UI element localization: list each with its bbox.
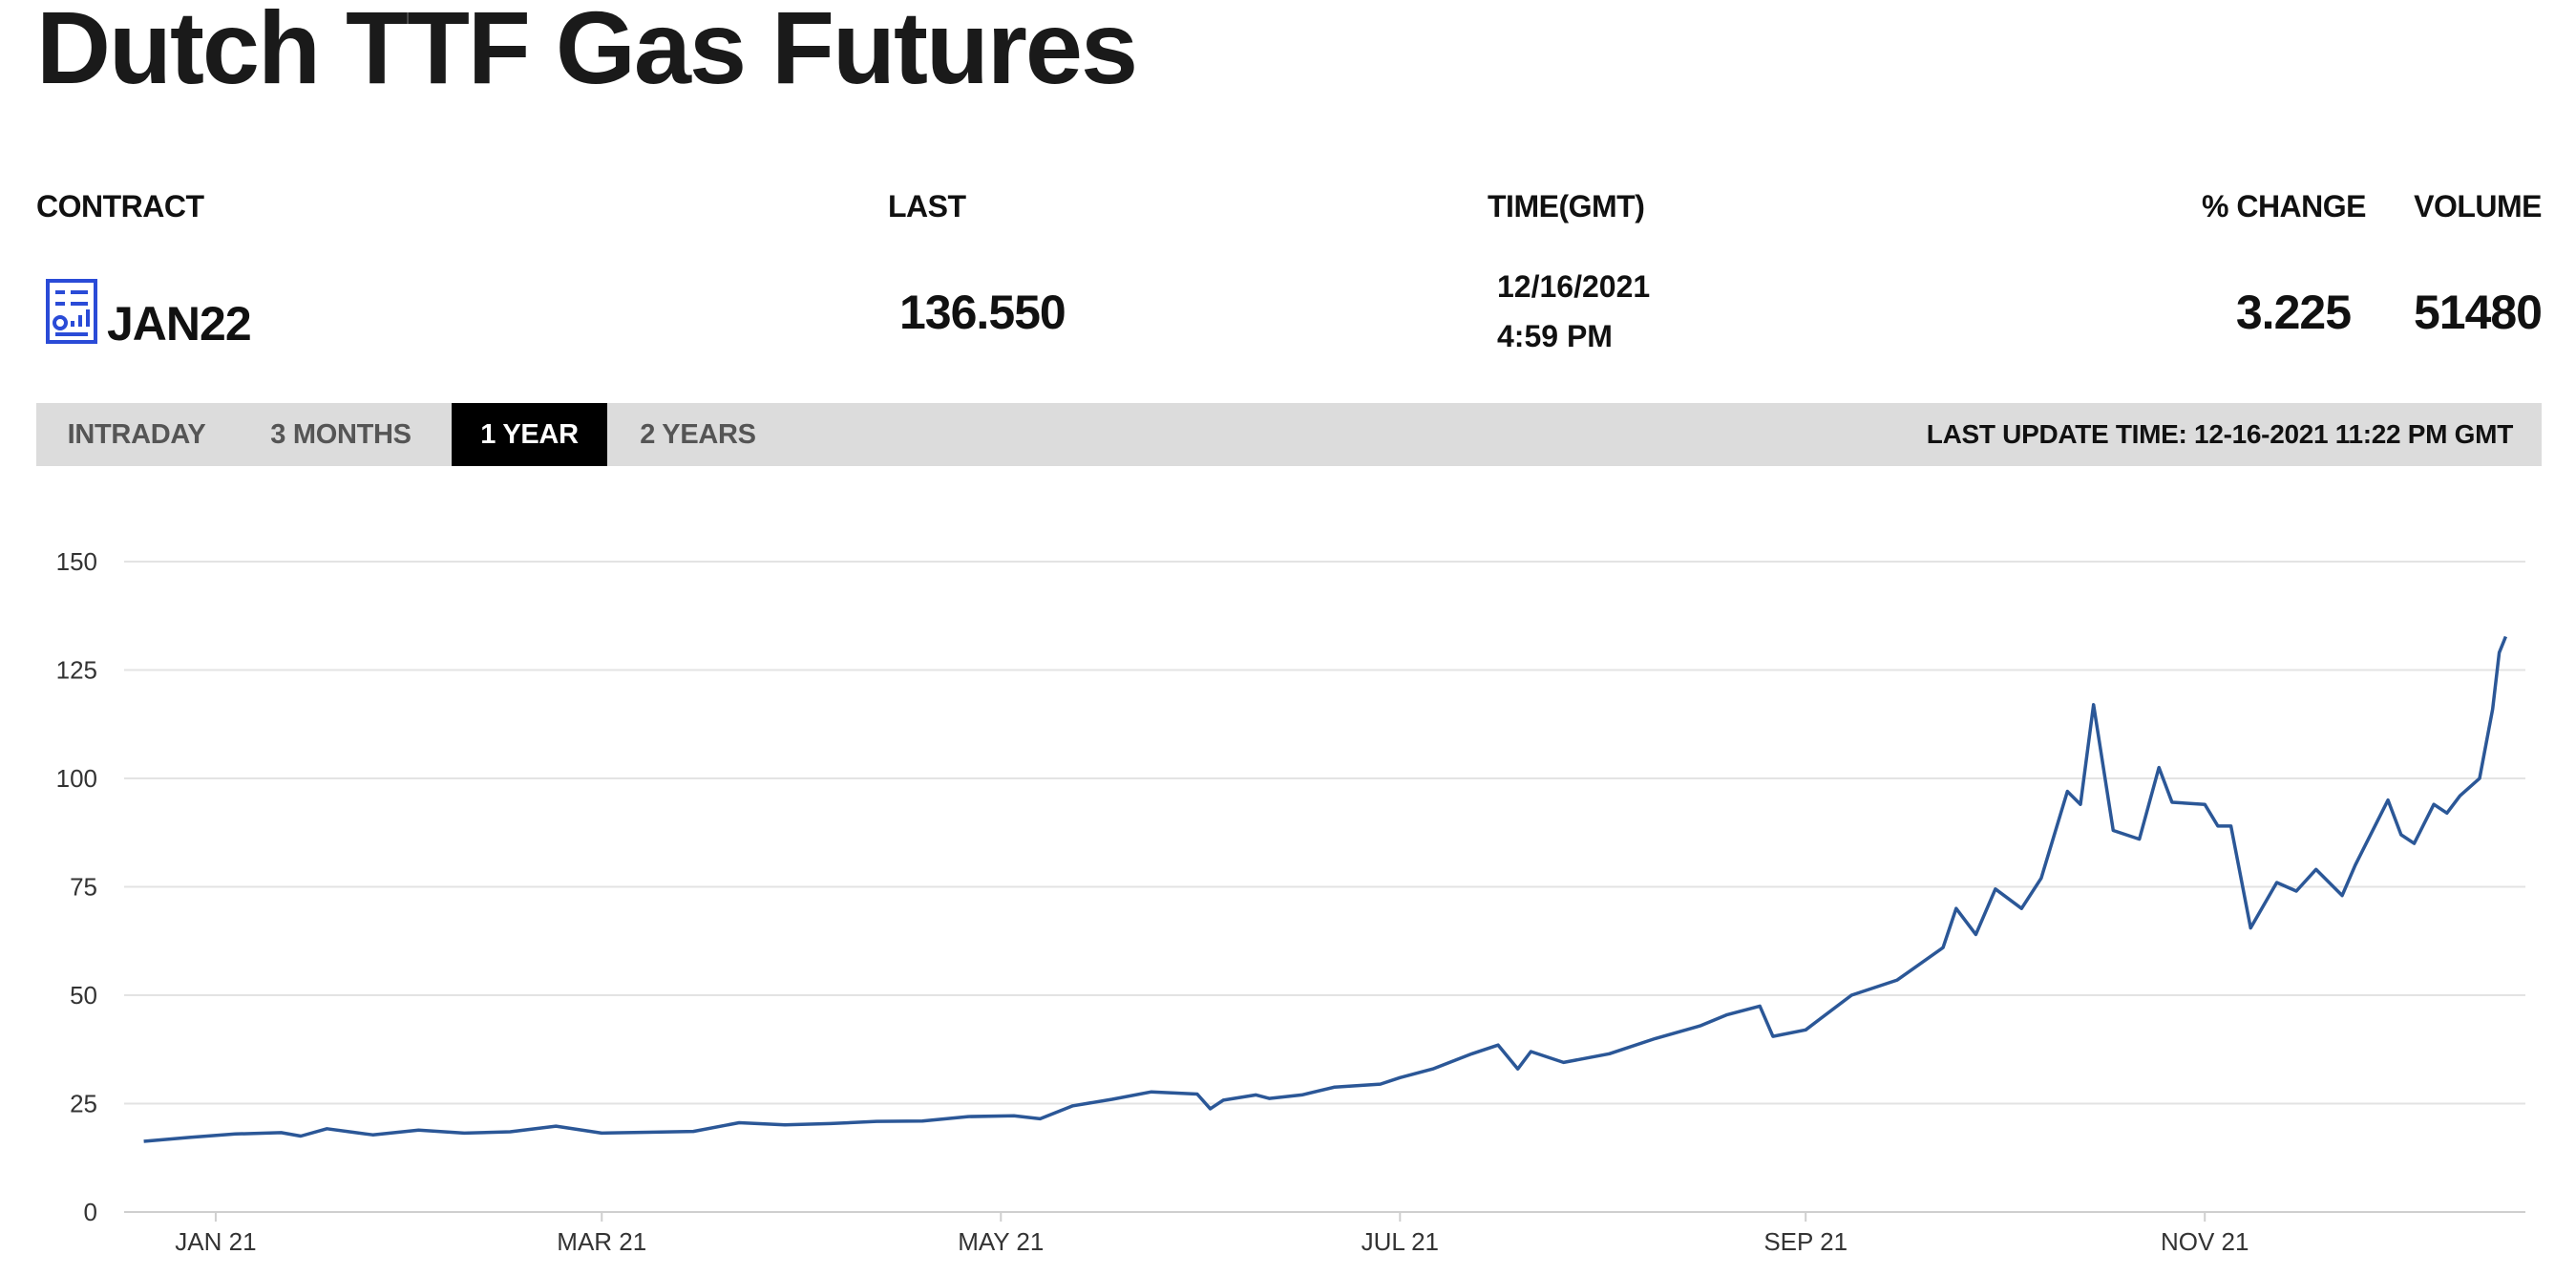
- contract-name[interactable]: JAN22: [107, 297, 252, 351]
- y-tick-label: 100: [56, 764, 97, 793]
- x-tick-label: MAY 21: [958, 1227, 1044, 1256]
- range-tab-bar: INTRADAY 3 MONTHS 1 YEAR 2 YEARS LAST UP…: [36, 403, 2542, 466]
- y-tick-label: 150: [56, 547, 97, 576]
- x-tick-label: MAR 21: [557, 1227, 646, 1256]
- x-tick-label: SEP 21: [1763, 1227, 1848, 1256]
- header-last: LAST: [888, 189, 966, 223]
- trade-date: 12/16/2021: [1497, 269, 1651, 304]
- tab-2-years[interactable]: 2 YEARS: [640, 419, 756, 450]
- header-volume: VOLUME: [2414, 189, 2542, 223]
- last-price: 136.550: [899, 286, 1066, 339]
- report-icon[interactable]: [46, 279, 97, 344]
- x-tick-label: NOV 21: [2161, 1227, 2249, 1256]
- pct-change-value: 3.225: [2235, 286, 2352, 339]
- trade-time: 4:59 PM: [1497, 319, 1613, 353]
- last-update-time: LAST UPDATE TIME: 12-16-2021 11:22 PM GM…: [1926, 419, 2514, 449]
- y-tick-label: 50: [70, 981, 97, 1010]
- header-contract: CONTRACT: [36, 189, 204, 223]
- page-title: Dutch TTF Gas Futures: [36, 0, 1138, 105]
- tab-1-year[interactable]: 1 YEAR: [452, 403, 607, 466]
- series-line-0[interactable]: [143, 635, 2508, 1143]
- tab-intraday[interactable]: INTRADAY: [67, 419, 206, 450]
- y-tick-label: 0: [84, 1198, 97, 1226]
- price-chart: 0 25 50 75 100 125 150 JAN 21 MAR 21 MAY 21 JUL 21…: [56, 547, 2525, 1256]
- volume-value: 51480: [2413, 286, 2543, 339]
- x-tick-label: JUL 21: [1362, 1227, 1439, 1256]
- header-time: TIME(GMT): [1488, 189, 1645, 223]
- header-pct-change: % CHANGE: [2201, 189, 2367, 223]
- y-tick-label: 75: [70, 873, 97, 902]
- y-tick-label: 125: [56, 656, 97, 685]
- y-tick-label: 25: [70, 1090, 97, 1118]
- tab-3-months[interactable]: 3 MONTHS: [270, 419, 412, 450]
- x-tick-label: JAN 21: [175, 1227, 256, 1256]
